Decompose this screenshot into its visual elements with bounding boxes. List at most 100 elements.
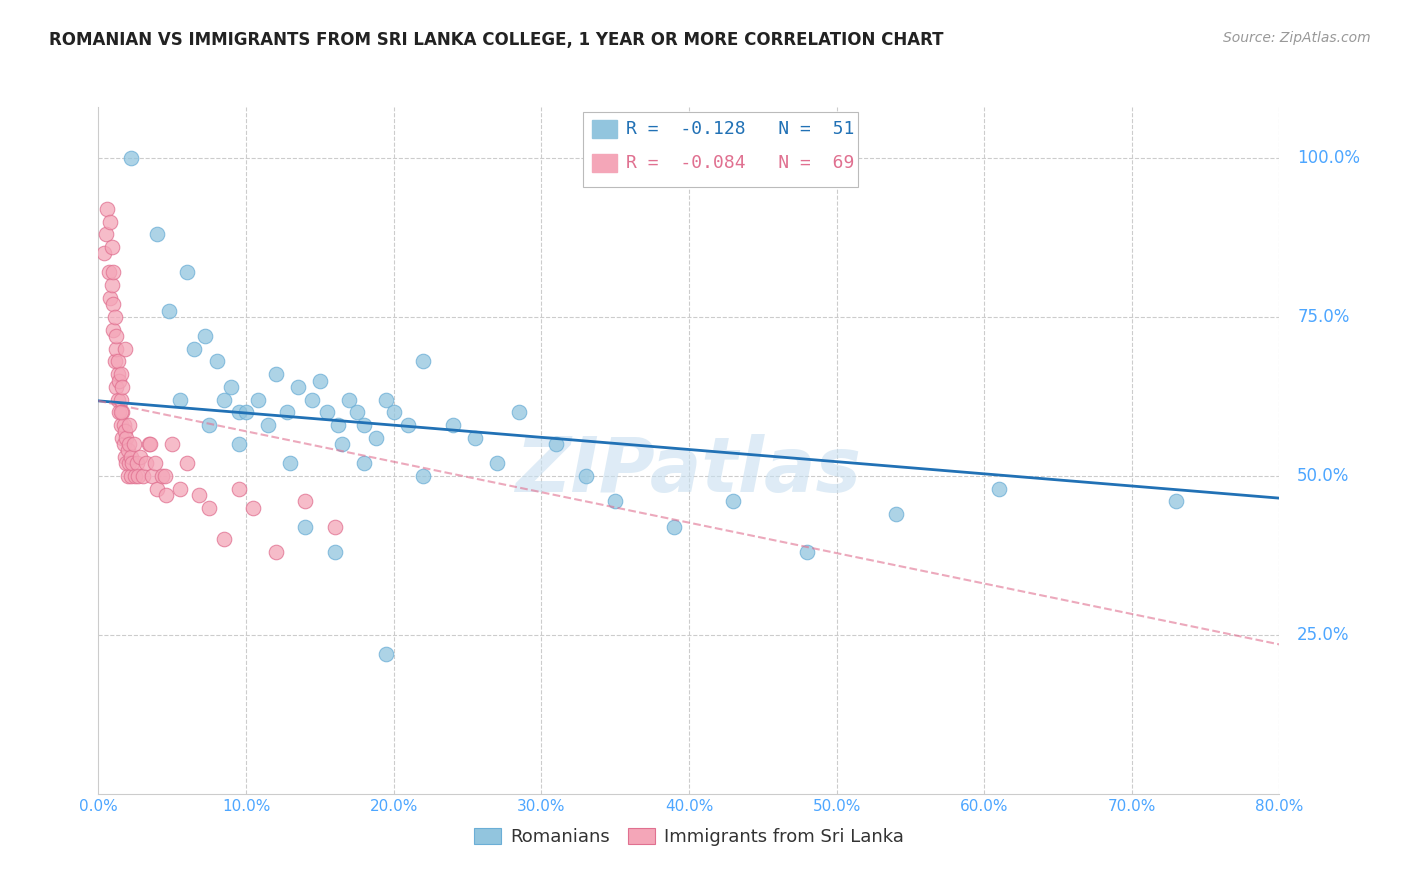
Point (127, 469, 149, 483)
Point (138, 437, 160, 451)
Point (111, 405, 134, 419)
Point (353, 456, 375, 470)
Point (330, 437, 353, 451)
Point (242, 500, 264, 515)
Text: R =  -0.084   N =  69: R = -0.084 N = 69 (626, 154, 853, 172)
Point (796, 545, 818, 559)
Point (221, 380, 243, 394)
Text: Source: ZipAtlas.com: Source: ZipAtlas.com (1223, 31, 1371, 45)
Point (605, 494, 627, 508)
Point (157, 303, 180, 318)
Point (194, 329, 217, 343)
Point (104, 354, 127, 368)
Point (309, 374, 332, 388)
Point (111, 431, 134, 445)
Point (353, 417, 375, 432)
Point (125, 456, 148, 470)
Point (235, 405, 257, 419)
Point (94, 227, 117, 242)
Point (205, 354, 228, 368)
Point (150, 469, 173, 483)
Point (246, 392, 269, 407)
Point (212, 392, 235, 407)
Point (112, 437, 135, 451)
Point (323, 520, 346, 534)
Text: R =  -0.128   N =  51: R = -0.128 N = 51 (626, 120, 853, 138)
Point (228, 482, 250, 496)
Point (508, 405, 530, 419)
Point (326, 417, 349, 432)
Point (108, 405, 131, 419)
Point (264, 545, 287, 559)
Point (117, 469, 139, 483)
Point (115, 431, 138, 445)
Point (346, 405, 368, 419)
Point (316, 405, 339, 419)
Point (120, 469, 142, 483)
Point (412, 354, 434, 368)
Text: 75.0%: 75.0% (1298, 308, 1350, 326)
Point (183, 342, 205, 356)
Point (114, 425, 136, 439)
Point (122, 437, 145, 451)
Point (105, 380, 128, 394)
Text: ROMANIAN VS IMMIGRANTS FROM SRI LANKA COLLEGE, 1 YEAR OR MORE CORRELATION CHART: ROMANIAN VS IMMIGRANTS FROM SRI LANKA CO… (49, 31, 943, 49)
Text: ZIPatlas: ZIPatlas (516, 434, 862, 508)
Point (398, 417, 420, 432)
Text: 25.0%: 25.0% (1298, 626, 1350, 644)
Point (198, 500, 221, 515)
Point (93, 246, 115, 260)
Point (546, 437, 568, 451)
Point (118, 437, 141, 451)
Point (121, 456, 143, 470)
Point (264, 367, 287, 381)
Point (110, 392, 132, 407)
Point (143, 456, 166, 470)
Point (364, 431, 387, 445)
Text: 100.0%: 100.0% (1298, 149, 1360, 167)
Point (287, 380, 309, 394)
Point (103, 265, 125, 279)
Point (103, 297, 125, 311)
Point (114, 450, 136, 464)
Point (162, 437, 183, 451)
Point (128, 450, 150, 464)
Point (98, 291, 121, 305)
Point (884, 507, 907, 521)
Point (301, 392, 323, 407)
Point (176, 265, 198, 279)
Point (124, 469, 146, 483)
Point (96, 202, 118, 216)
Point (212, 533, 235, 547)
Point (294, 520, 316, 534)
Point (120, 450, 142, 464)
Point (107, 367, 129, 381)
Point (228, 437, 250, 451)
Point (105, 342, 128, 356)
Point (1166, 494, 1188, 508)
Point (155, 488, 177, 502)
Legend: Romanians, Immigrants from Sri Lanka: Romanians, Immigrants from Sri Lanka (467, 821, 911, 854)
Point (153, 469, 176, 483)
Text: 50.0%: 50.0% (1298, 467, 1350, 485)
Point (114, 342, 136, 356)
Point (105, 329, 128, 343)
Point (382, 405, 405, 419)
Point (187, 488, 209, 502)
Point (464, 431, 486, 445)
Point (110, 417, 132, 432)
Point (169, 392, 191, 407)
Point (107, 392, 129, 407)
Point (228, 405, 250, 419)
Point (339, 392, 361, 407)
Point (146, 482, 169, 496)
Point (100, 278, 122, 293)
Point (115, 456, 138, 470)
Point (108, 374, 131, 388)
Point (664, 520, 686, 534)
Point (276, 405, 298, 419)
Point (169, 482, 191, 496)
Point (723, 494, 745, 508)
Point (135, 456, 157, 470)
Point (323, 545, 346, 559)
